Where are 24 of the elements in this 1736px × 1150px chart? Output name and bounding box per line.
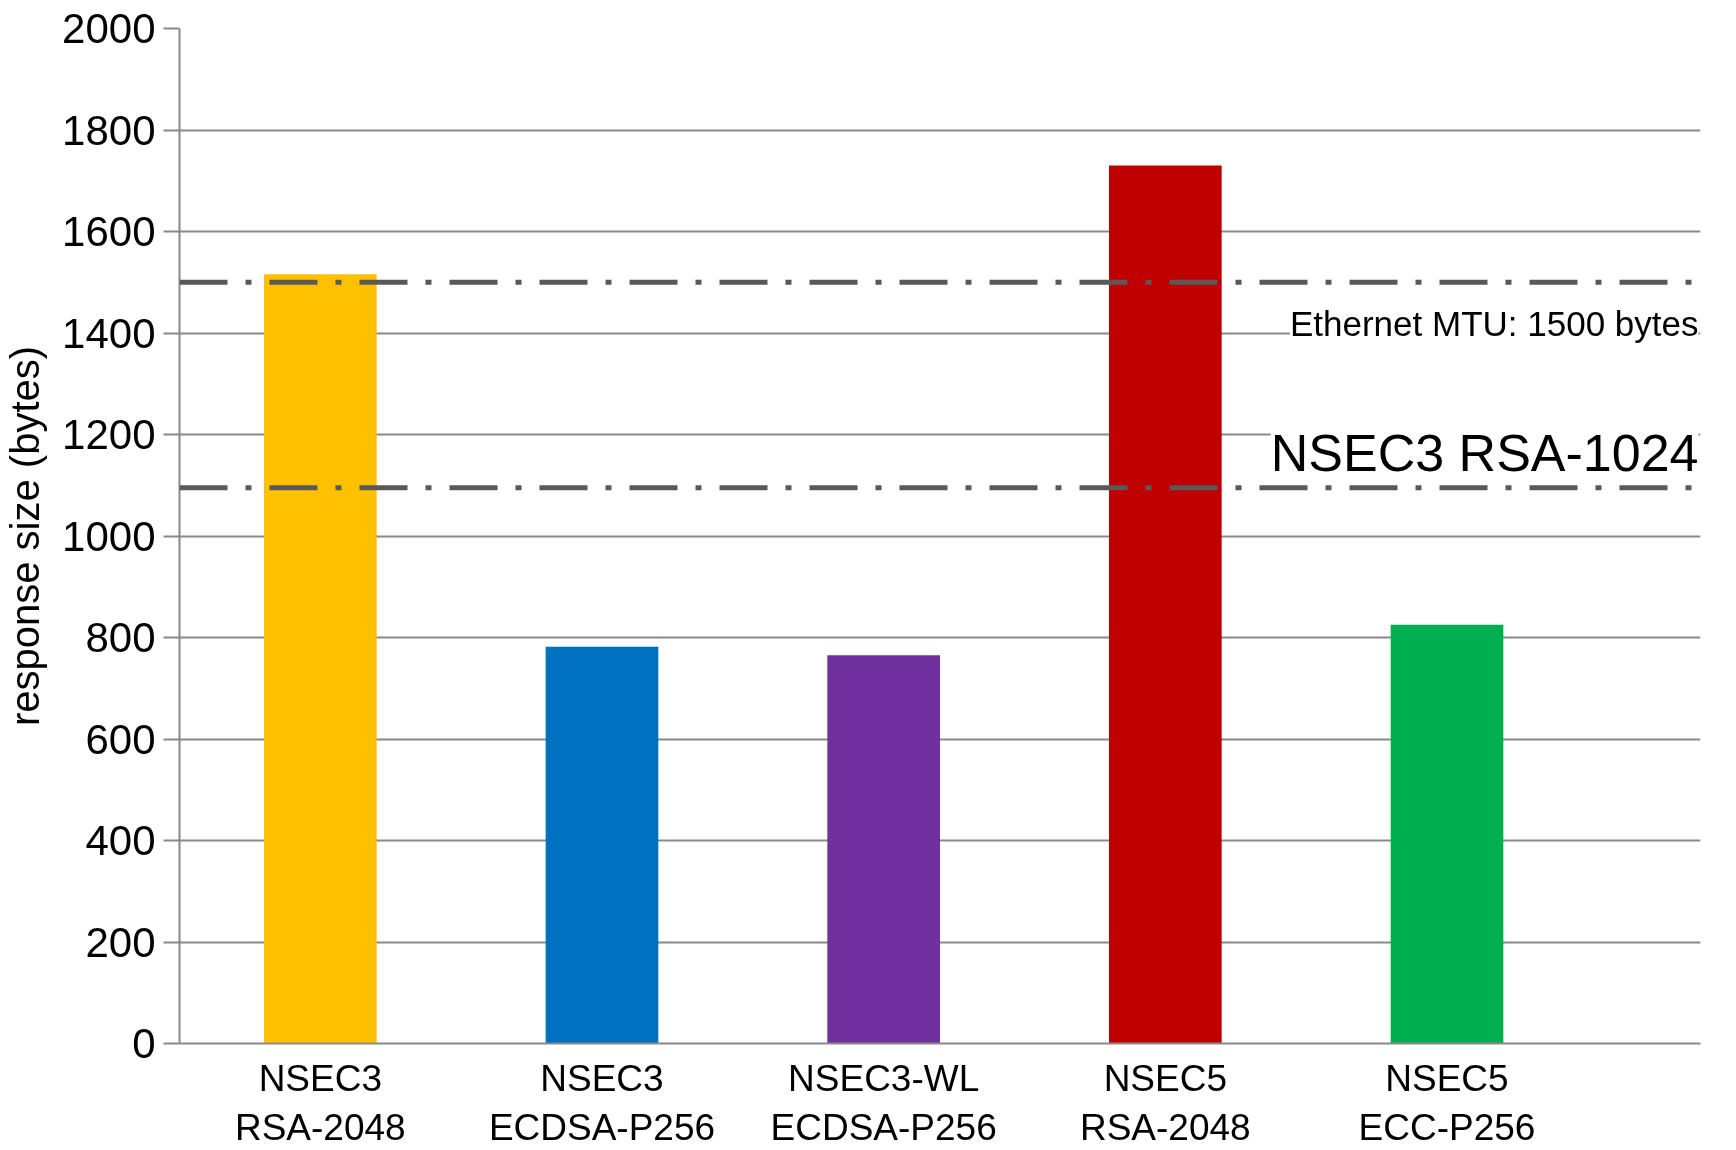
y-tick-label: 1400: [62, 309, 156, 357]
y-tick-label: 2000: [62, 5, 156, 52]
y-tick-label: 1000: [62, 512, 156, 560]
y-axis-title: response size (bytes): [3, 345, 48, 727]
x-tick-label: NSEC3 RSA-2048: [234, 1057, 406, 1148]
ref-line-label: NSEC3 RSA-1024: [1270, 423, 1699, 482]
x-tick-label: NSEC5 ECC-P256: [1358, 1057, 1536, 1148]
y-tick-label: 1200: [62, 411, 156, 458]
y-tick-label: 600: [85, 715, 156, 763]
bar: [264, 274, 377, 1044]
y-tick-label: 200: [85, 918, 156, 966]
y-tick-label: 400: [85, 817, 156, 864]
bar: [827, 655, 940, 1044]
bar: [545, 646, 659, 1044]
bar: [1390, 624, 1504, 1044]
y-tick-label: 800: [85, 614, 156, 661]
x-tick-label: NSEC5 RSA-2048: [1079, 1057, 1251, 1148]
y-tick-label: 0: [132, 1020, 156, 1067]
ref-line-label: Ethernet MTU: 1500 bytes: [1289, 304, 1699, 344]
bar: [1109, 165, 1222, 1044]
y-tick-label: 1600: [62, 208, 156, 255]
y-tick-label: 1800: [62, 106, 156, 154]
x-tick-label: NSEC3 ECDSA-P256: [488, 1057, 716, 1148]
x-tick-label: NSEC3-WL ECDSA-P256: [770, 1057, 997, 1148]
